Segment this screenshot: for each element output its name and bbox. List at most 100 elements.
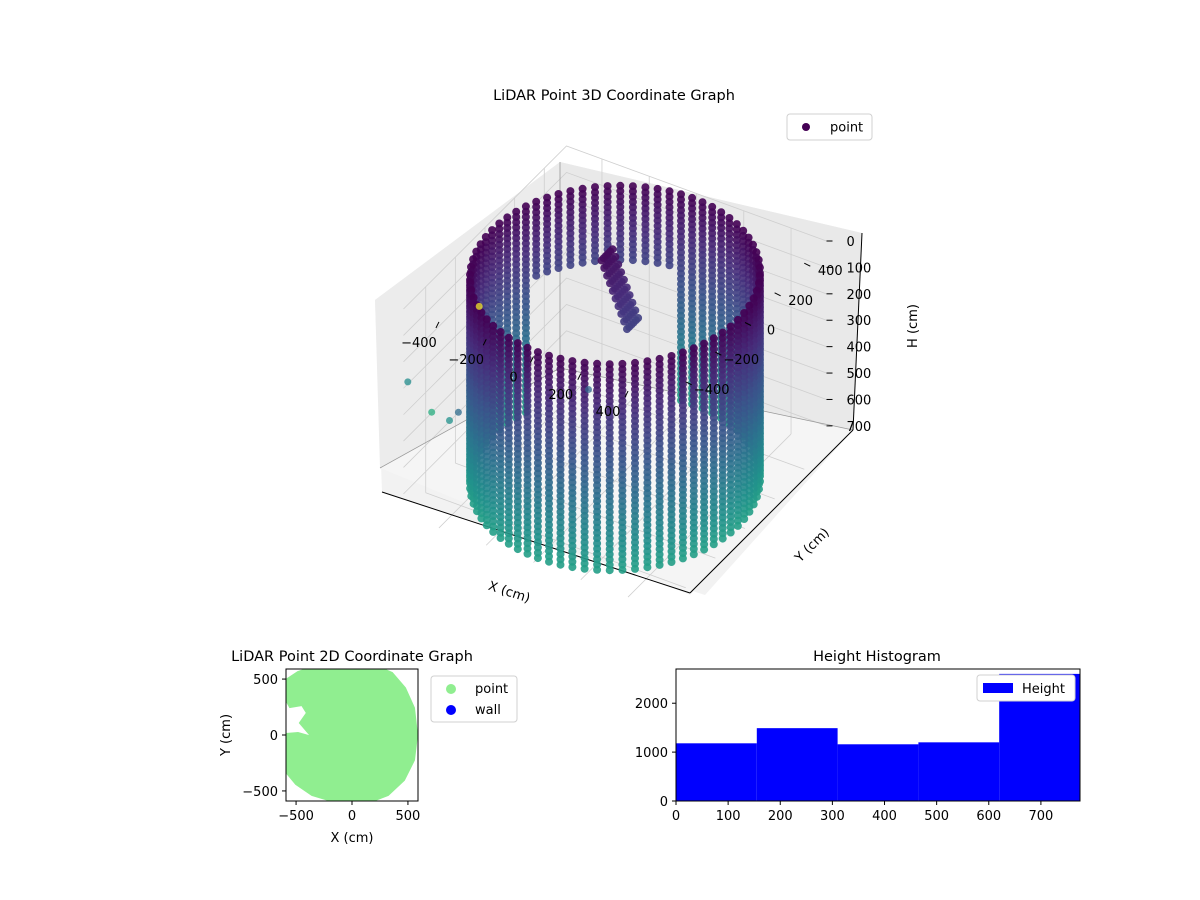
plot3d-legend: point	[786, 113, 873, 141]
plot3d-xtick: 400	[596, 405, 621, 420]
point-3d	[496, 534, 505, 542]
point-3d	[578, 258, 587, 267]
point-3d-outlier	[428, 408, 436, 416]
hist-xtick: 600	[976, 809, 1001, 824]
plot3d-ztick: 700	[847, 420, 872, 435]
point-3d	[700, 545, 709, 554]
hist-ytick: 2000	[635, 697, 668, 712]
point-3d-outlier	[446, 417, 453, 424]
point-3d	[614, 302, 623, 311]
point-3d	[718, 534, 727, 543]
point-3d	[623, 325, 631, 334]
plot3d-xtick: 0	[509, 371, 517, 386]
plot2d-point-cloud	[286, 669, 418, 801]
point-3d	[556, 560, 565, 569]
plot2d-legend: point wall	[430, 675, 518, 723]
hist-bar	[837, 744, 919, 801]
plot3d-ticks: −400 −200 0 200 400 −400 −200 0 200 400 0 100 200 300…	[401, 235, 871, 435]
plot3d-xlabel: X (cm)	[486, 579, 532, 607]
plot2d-legend-wall-marker	[446, 705, 456, 715]
point-3d	[631, 564, 639, 573]
hist-xtick: 400	[872, 809, 897, 824]
plot2d-legend-wall: wall	[475, 703, 501, 718]
plot3d-ztick: 200	[847, 288, 872, 303]
plot3d-legend-box	[786, 113, 873, 141]
plot3d-xtick: −400	[401, 336, 437, 351]
point-3d	[643, 563, 652, 572]
hist-ytick: 1000	[635, 746, 668, 761]
point-3d	[628, 256, 637, 265]
plot3d-ztick: 600	[847, 393, 872, 408]
point-3d	[678, 554, 687, 563]
plot3d-ytick: 400	[818, 264, 843, 279]
hist-bar	[676, 743, 757, 801]
hist-xtick: 100	[716, 809, 741, 824]
point-3d-outlier	[585, 386, 592, 393]
plot2d-ylabel: Y (cm)	[219, 714, 234, 757]
point-3d	[655, 560, 664, 569]
plot3d-ylabel: Y (cm)	[792, 525, 833, 566]
plot2d-xlabel: X (cm)	[331, 831, 374, 846]
plot3d-ytick: −400	[694, 383, 730, 398]
plot2d-ytick: −500	[242, 785, 278, 800]
plot3d-xtick: −200	[448, 353, 484, 368]
hist-bar	[756, 728, 838, 801]
hist-xtick: 300	[820, 809, 845, 824]
point-3d	[597, 256, 606, 265]
point-3d	[603, 271, 612, 280]
hist-ytick: 0	[660, 795, 668, 810]
point-3d	[611, 294, 620, 303]
plot3d-zlabel: H (cm)	[906, 304, 921, 348]
hist-xtick: 500	[924, 809, 949, 824]
plot2d-data	[286, 669, 418, 801]
point-3d	[568, 563, 577, 572]
point-3d	[600, 264, 609, 272]
point-3d	[689, 550, 698, 559]
hist-bar	[918, 742, 1000, 801]
plot3d-legend-point: point	[830, 121, 863, 136]
hist-legend-height: Height	[1022, 682, 1065, 697]
hist-legend-box	[976, 674, 1076, 702]
plot3d-ztick: 300	[847, 314, 872, 329]
plot2d-legend-point-marker	[446, 684, 456, 694]
plot2d-legend-point: point	[475, 682, 508, 697]
point-3d	[482, 521, 491, 530]
hist-xtick: 700	[1028, 809, 1053, 824]
point-3d	[543, 267, 552, 276]
plot2d-ytick: 500	[253, 673, 278, 688]
point-3d	[620, 317, 629, 326]
point-3d-outlier	[454, 408, 462, 416]
plot3d-ztick: 100	[847, 261, 872, 276]
point-3d	[533, 554, 542, 563]
plot2d-xtick: 500	[396, 809, 421, 824]
hist-xtick: 0	[672, 809, 680, 824]
point-3d-outlier	[404, 378, 412, 386]
plot3d-ztick: 400	[847, 341, 872, 356]
point-3d	[733, 521, 742, 530]
point-3d	[740, 515, 749, 523]
point-3d-outlier	[475, 302, 483, 310]
hist-ticks: 0 100 200 300 400 500 600 700 0 1000 2000	[635, 697, 1053, 824]
plot3d-ztick: 0	[847, 235, 855, 250]
plot2d-xtick: −500	[278, 809, 314, 824]
lidar-2d-plot: LiDAR Point 2D Coordinate Graph −500−500…	[219, 649, 518, 846]
point-3d	[504, 539, 513, 548]
plot2d-title: LiDAR Point 2D Coordinate Graph	[231, 649, 473, 665]
point-3d	[566, 261, 575, 269]
hist-legend: Height	[976, 674, 1076, 702]
point-3d	[667, 558, 676, 566]
point-3d	[709, 540, 718, 549]
point-3d	[641, 257, 650, 266]
point-3d	[653, 258, 662, 267]
point-3d	[554, 264, 563, 272]
plot3d-xtick: 200	[548, 388, 573, 403]
height-histogram: Height Histogram 0 100 200 300 400 500 600 7000…	[635, 649, 1081, 824]
lidar-3d-plot: LiDAR Point 3D Coordinate Graph −400 −200…	[375, 88, 921, 606]
plot3d-ytick: 200	[788, 294, 813, 309]
plot3d-ytick: −200	[724, 353, 760, 368]
point-3d	[665, 261, 674, 270]
plot2d-ticks: −500−500 0 0 500 500	[242, 673, 420, 824]
plot3d-legend-marker	[802, 123, 810, 131]
point-3d	[523, 549, 532, 558]
